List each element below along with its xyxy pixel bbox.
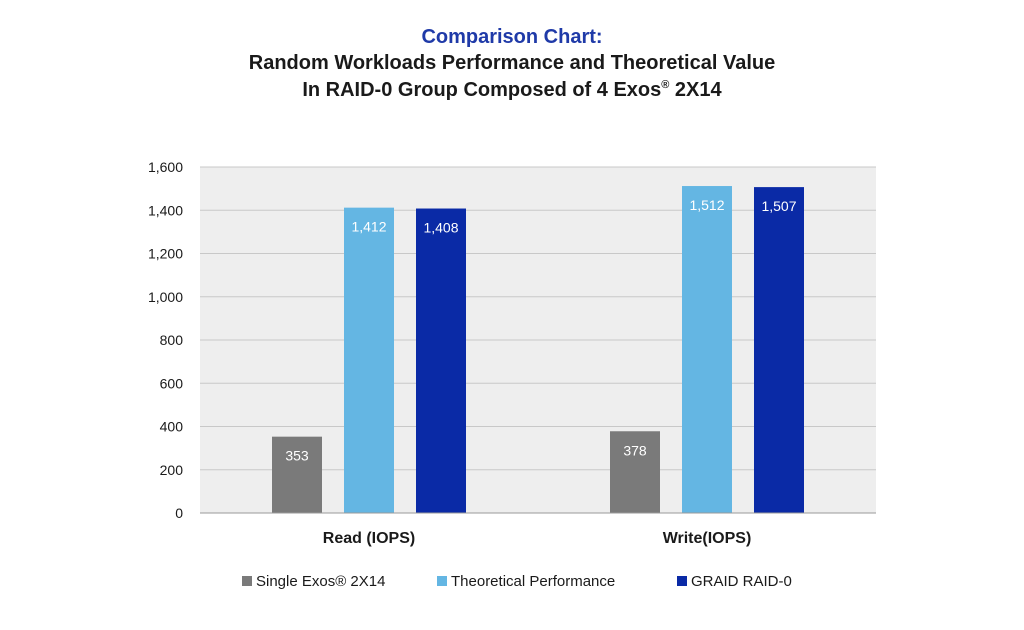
bar (272, 436, 322, 513)
bar-value-label: 1,512 (689, 197, 724, 213)
legend-swatch (677, 576, 687, 586)
bar (682, 186, 732, 513)
y-tick-label: 800 (160, 332, 184, 348)
y-tick-label: 600 (160, 375, 184, 391)
y-tick-label: 200 (160, 462, 184, 478)
chart-title: Comparison Chart: (421, 26, 602, 48)
bar-value-label: 1,507 (761, 198, 796, 214)
chart-subtitle-line2: In RAID-0 Group Composed of 4 Exos® 2X14 (302, 79, 722, 101)
bar (344, 207, 394, 513)
y-tick-label: 1,000 (148, 289, 183, 305)
bar-layer: 353 1,412 1,408 378 1,512 1,507 (272, 186, 804, 513)
legend-swatch (437, 576, 447, 586)
legend-label: Single Exos® 2X14 (256, 573, 385, 590)
bar (610, 431, 660, 513)
x-category-label: Read (IOPS) (323, 530, 415, 547)
legend-label: Theoretical Performance (451, 573, 615, 590)
chart-subtitle-line1: Random Workloads Performance and Theoret… (249, 52, 775, 74)
bar-value-label: 378 (623, 442, 647, 458)
y-tick-label: 1,200 (148, 246, 183, 262)
x-category-label: Write(IOPS) (663, 530, 752, 547)
y-tick-label: 1,400 (148, 202, 183, 218)
legend-swatch (242, 576, 252, 586)
bar (416, 208, 466, 513)
legend: Single Exos® 2X14 Theoretical Performance… (242, 573, 792, 590)
subtitle-line2-suffix: 2X14 (669, 79, 722, 101)
bar-value-label: 1,412 (351, 219, 386, 235)
bar (754, 187, 804, 513)
y-tick-label: 0 (175, 505, 183, 521)
legend-label: GRAID RAID-0 (691, 573, 792, 590)
bar-value-label: 353 (285, 448, 309, 464)
y-tick-label: 1,600 (148, 159, 183, 175)
y-tick-label: 400 (160, 419, 184, 435)
subtitle-line2-prefix: In RAID-0 Group Composed of 4 Exos (302, 79, 661, 101)
axis-layer: 0 200 400 600 800 1,000 1,200 1,400 1,600 Read (I… (148, 159, 876, 547)
subtitle-line2-mark: ® (661, 79, 669, 91)
bar-value-label: 1,408 (423, 220, 458, 236)
